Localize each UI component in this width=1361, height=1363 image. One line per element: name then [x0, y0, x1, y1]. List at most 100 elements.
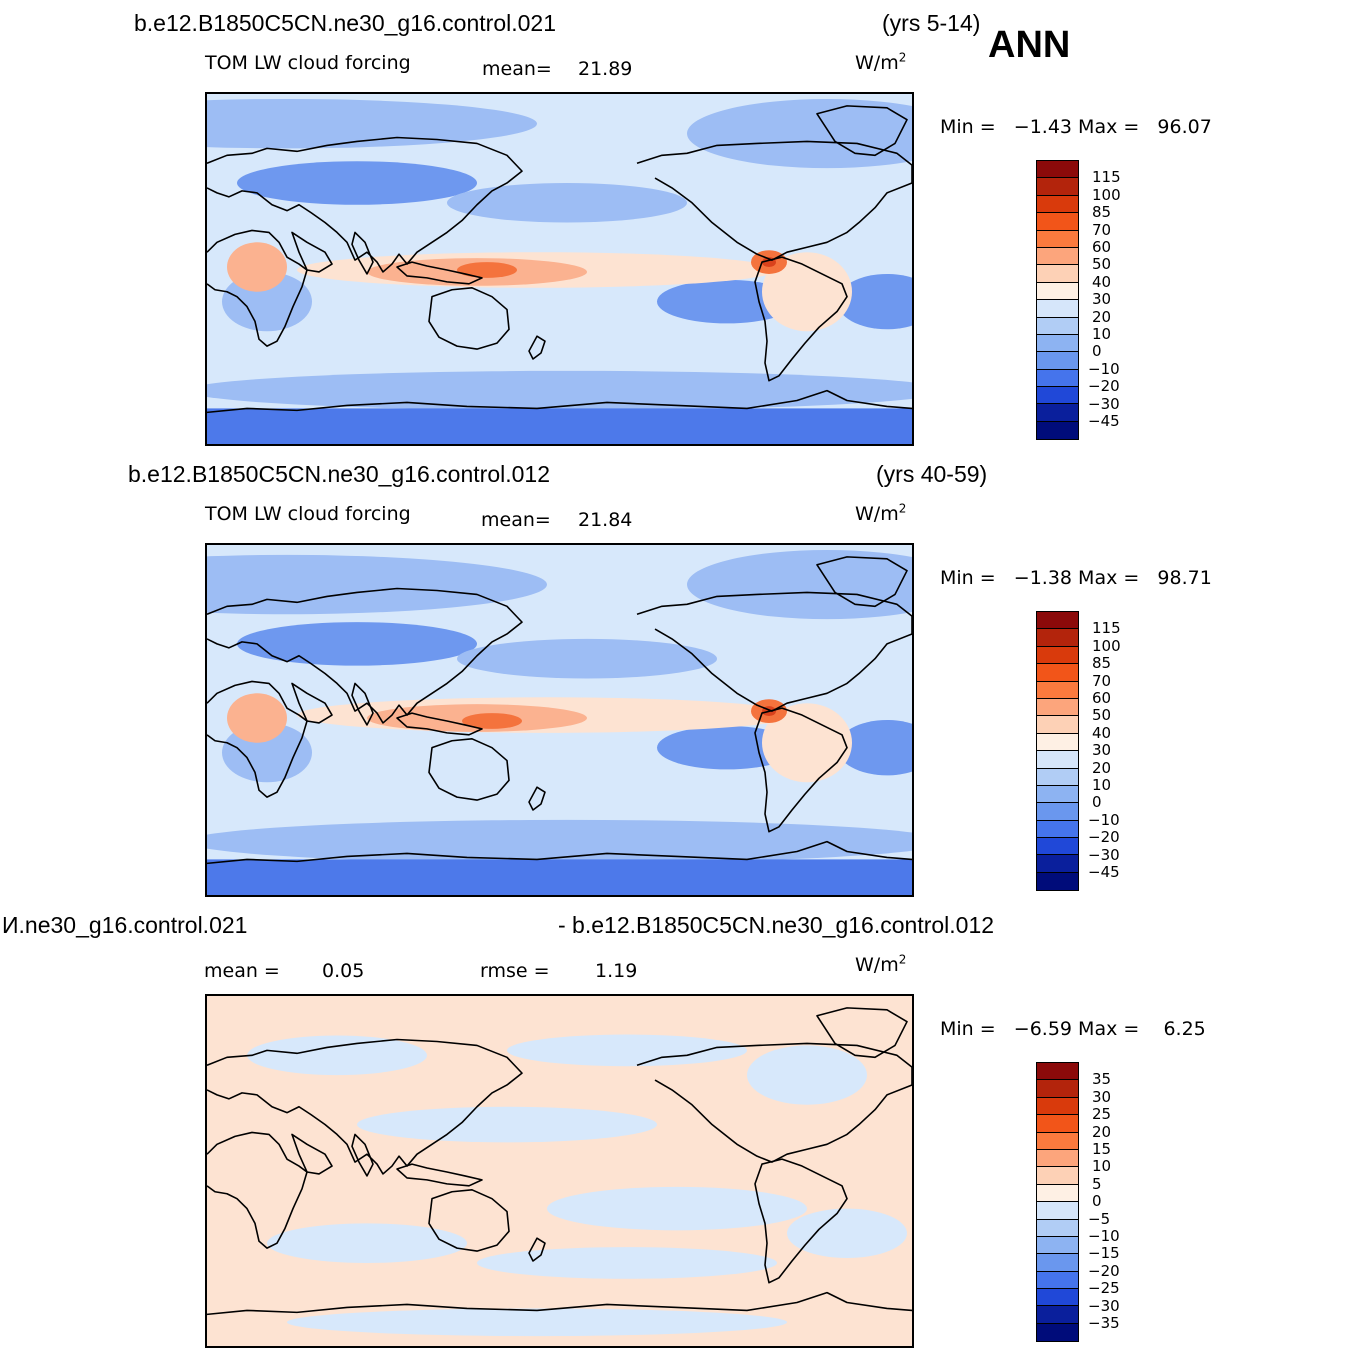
- africa-coastline: [207, 229, 308, 347]
- colorbar-tick-label: 40: [1092, 723, 1112, 742]
- arabia-coastline: [291, 231, 333, 273]
- colorbar-tick-label: 0: [1092, 342, 1102, 361]
- contour-region: [237, 161, 477, 205]
- colorbar-swatch: [1037, 352, 1078, 370]
- newzealand-coastline: [528, 1237, 546, 1262]
- colorbar-swatch: [1037, 803, 1078, 821]
- colorbar-tick-label: 85: [1092, 654, 1112, 673]
- mean-label-2: mean=: [481, 509, 551, 531]
- colorbar-swatch: [1037, 1184, 1078, 1203]
- variable-title-1: TOM LW cloud forcing: [205, 52, 411, 74]
- units-2: W/m2: [855, 501, 907, 525]
- colorbar-swatch: [1037, 1202, 1078, 1220]
- antarctica-coastline: [207, 389, 912, 414]
- contour-region: [687, 549, 912, 620]
- colorbar-tick-label: 60: [1092, 238, 1112, 256]
- africa-coastline: [207, 680, 308, 798]
- colorbar-tick-label: 30: [1092, 1087, 1112, 1106]
- colorbar-tick-label: 30: [1092, 741, 1112, 760]
- units-3: W/m2: [855, 952, 907, 976]
- case-name-3: И.ne30_g16.control.021: [2, 912, 248, 938]
- indonesia-coastline: [396, 1163, 483, 1187]
- colorbar-swatch: [1037, 213, 1078, 231]
- colorbar-swatch: [1037, 1063, 1078, 1081]
- contour-region: [762, 252, 852, 332]
- map-panel-3: [205, 994, 914, 1348]
- mean-label-1: mean=: [482, 58, 552, 80]
- field-plot: [207, 996, 912, 1346]
- colorbar-tick-label: 25: [1092, 1105, 1112, 1124]
- contour-region: [747, 1045, 867, 1105]
- antarctica-coastline: [207, 1291, 912, 1316]
- colorbar-swatch: [1037, 733, 1078, 752]
- contour-region: [457, 262, 517, 278]
- contour-region: [787, 1208, 907, 1259]
- coastlines: [207, 105, 912, 414]
- map-panel-1: [205, 92, 914, 446]
- contour-region: [227, 242, 287, 292]
- contour-region: [247, 1035, 427, 1076]
- rmse-value-3: 1.19: [595, 960, 638, 982]
- contour-region: [547, 1186, 807, 1231]
- colorbar-swatch: [1037, 317, 1078, 335]
- min-max-3: Min = −6.59 Max = 6.25: [940, 1018, 1206, 1040]
- colorbar-swatch: [1037, 1115, 1078, 1133]
- colorbar-tick-label: −25: [1088, 1279, 1120, 1298]
- colorbar-tick-label: 40: [1092, 272, 1112, 291]
- colorbar-tick-label: 15: [1092, 1140, 1112, 1158]
- india-coastline: [351, 231, 374, 275]
- colorbar-swatch: [1037, 178, 1078, 196]
- colorbar-tick-label: −35: [1088, 1314, 1120, 1332]
- rmse-label-3: rmse =: [480, 960, 550, 982]
- contour-region: [837, 720, 912, 776]
- case-diff-3: - b.e12.B1850C5CN.ne30_g16.control.012: [558, 912, 995, 938]
- colorbar-swatch: [1037, 855, 1078, 873]
- contour-region: [357, 1106, 657, 1143]
- mean-value-3: 0.05: [322, 960, 365, 982]
- colorbar-tick-label: 5: [1092, 1174, 1102, 1193]
- colorbar-swatch: [1037, 1132, 1078, 1150]
- south-america-coastline: [754, 707, 848, 833]
- colorbar-swatch: [1037, 646, 1078, 665]
- colorbar-swatch: [1037, 681, 1078, 699]
- colorbar-tick-label: −20: [1088, 377, 1120, 396]
- colorbar-swatch: [1037, 1289, 1078, 1307]
- contour-region: [207, 98, 537, 149]
- colorbar-tick-label: 35: [1092, 1070, 1112, 1089]
- colorbar-swatch: [1037, 838, 1078, 856]
- australia-coastline: [428, 737, 510, 801]
- colorbar-tick-label: −30: [1088, 1296, 1120, 1315]
- colorbar-swatch: [1037, 230, 1078, 248]
- colorbar-tick-label: −45: [1088, 863, 1120, 881]
- colorbar-tick-label: 70: [1092, 671, 1112, 690]
- colorbar-swatch: [1037, 1080, 1078, 1098]
- contour-region: [762, 703, 852, 783]
- colorbar-swatch: [1037, 1236, 1078, 1255]
- colorbar-tick-label: 85: [1092, 203, 1112, 222]
- colorbar-tick-label: −45: [1088, 412, 1120, 430]
- colorbar-tick-label: 50: [1092, 255, 1112, 274]
- antarctica-coastline: [207, 840, 912, 865]
- colorbar-tick-label: −5: [1088, 1209, 1111, 1228]
- colorbar-tick-label: −30: [1088, 845, 1120, 864]
- contour-fill: [207, 545, 912, 895]
- colorbar-tick-label: 10: [1092, 325, 1112, 343]
- contour-region: [267, 1223, 467, 1263]
- contour-region: [207, 859, 912, 895]
- colorbar-swatch: [1037, 1306, 1078, 1324]
- contour-region: [207, 370, 912, 411]
- contour-region: [237, 622, 477, 666]
- colorbar-tick-label: 60: [1092, 689, 1112, 707]
- colorbar-tick-label: −10: [1088, 359, 1120, 378]
- colorbar-tick-label: 10: [1092, 776, 1112, 794]
- colorbar-tick-label: 20: [1092, 307, 1112, 326]
- colorbar-swatch: [1037, 716, 1078, 734]
- colorbar-tick-label: −20: [1088, 1261, 1120, 1280]
- india-coastline: [351, 682, 374, 726]
- contour-region: [462, 713, 522, 729]
- coastlines: [207, 1007, 912, 1316]
- eurasia-coastline: [207, 587, 523, 724]
- field-plot: [207, 545, 912, 895]
- colorbar-tick-label: 10: [1092, 1157, 1112, 1176]
